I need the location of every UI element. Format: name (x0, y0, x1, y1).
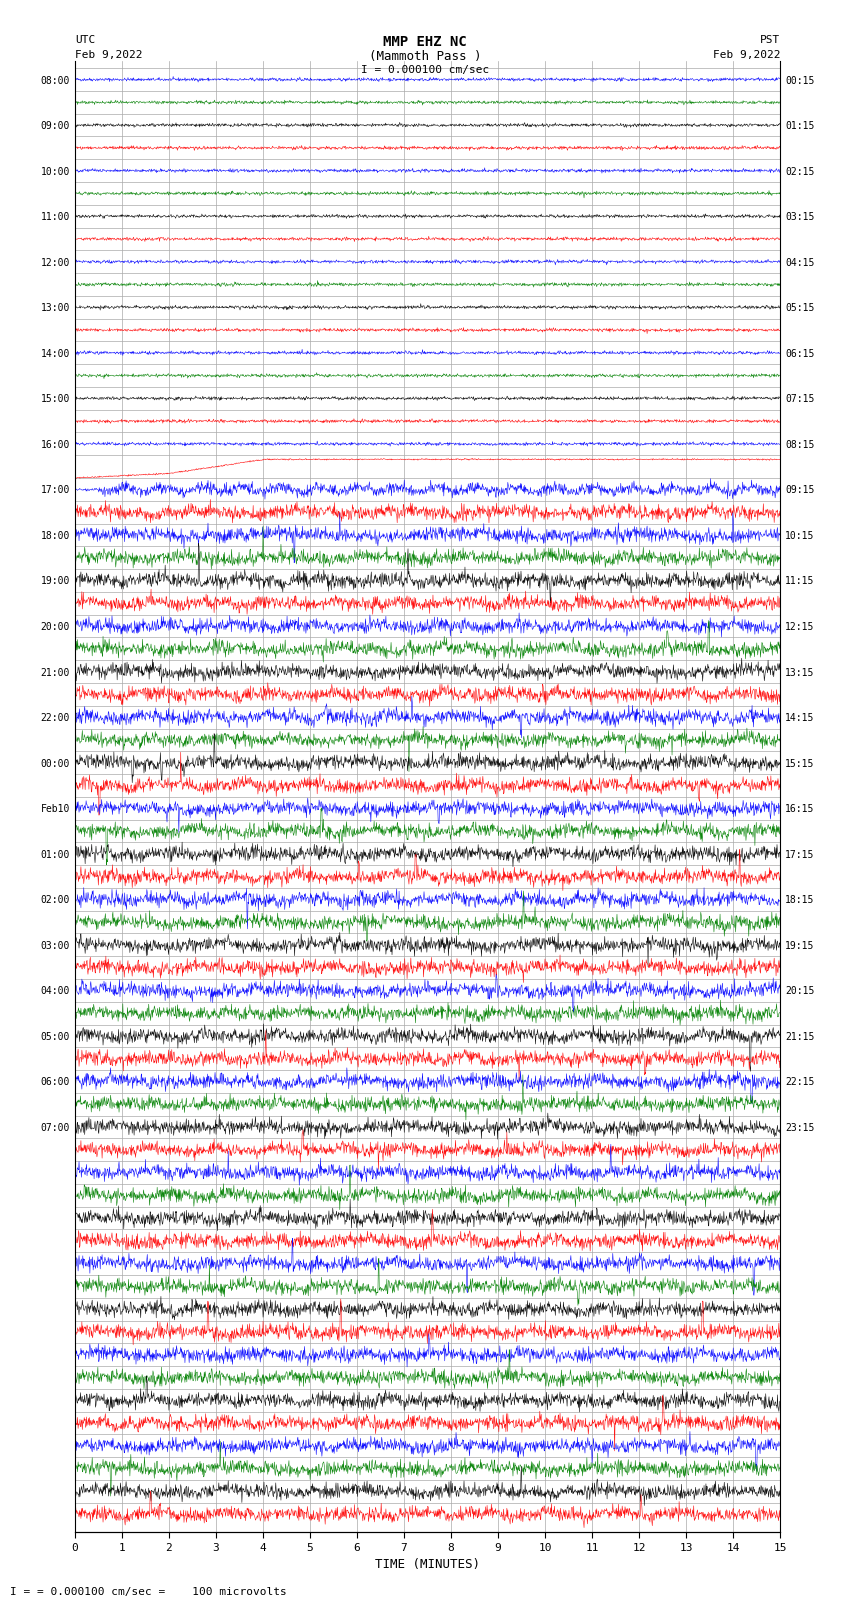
Text: I = 0.000100 cm/sec: I = 0.000100 cm/sec (361, 65, 489, 74)
Text: UTC: UTC (75, 35, 95, 45)
Text: Feb 9,2022: Feb 9,2022 (75, 50, 142, 60)
Text: MMP EHZ NC: MMP EHZ NC (383, 35, 467, 50)
Text: PST: PST (760, 35, 780, 45)
Text: I = = 0.000100 cm/sec =    100 microvolts: I = = 0.000100 cm/sec = 100 microvolts (10, 1587, 287, 1597)
X-axis label: TIME (MINUTES): TIME (MINUTES) (375, 1558, 480, 1571)
Text: Feb 9,2022: Feb 9,2022 (713, 50, 780, 60)
Text: (Mammoth Pass ): (Mammoth Pass ) (369, 50, 481, 63)
